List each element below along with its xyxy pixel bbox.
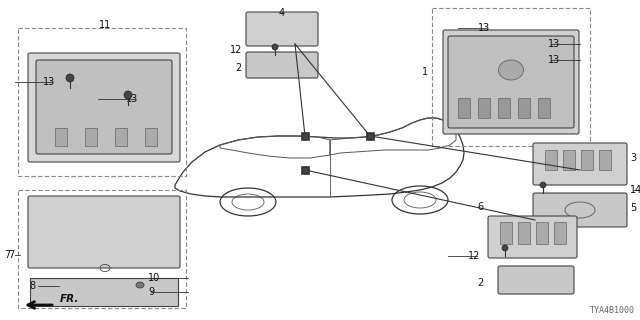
- Bar: [478, 98, 490, 118]
- Circle shape: [502, 245, 508, 251]
- Bar: [500, 222, 512, 244]
- Bar: [18, 190, 186, 308]
- Ellipse shape: [499, 60, 524, 80]
- Text: 7: 7: [8, 250, 14, 260]
- FancyBboxPatch shape: [488, 216, 577, 258]
- Bar: [85, 128, 97, 146]
- FancyBboxPatch shape: [246, 52, 318, 78]
- Bar: [563, 150, 575, 170]
- Text: 2: 2: [236, 63, 242, 73]
- Bar: [581, 150, 593, 170]
- FancyBboxPatch shape: [28, 196, 180, 268]
- Bar: [366, 132, 374, 140]
- FancyBboxPatch shape: [443, 30, 579, 134]
- Text: 5: 5: [630, 203, 636, 213]
- Bar: [599, 150, 611, 170]
- FancyBboxPatch shape: [533, 193, 627, 227]
- Bar: [301, 132, 309, 140]
- Text: 6: 6: [477, 202, 483, 212]
- FancyBboxPatch shape: [448, 36, 574, 128]
- Bar: [498, 98, 510, 118]
- Text: 9: 9: [148, 287, 154, 297]
- Text: 3: 3: [630, 153, 636, 163]
- Circle shape: [272, 44, 278, 50]
- Bar: [367, 133, 373, 139]
- Bar: [55, 128, 67, 146]
- Bar: [554, 222, 566, 244]
- Text: 14: 14: [630, 185, 640, 195]
- FancyBboxPatch shape: [246, 12, 318, 46]
- FancyBboxPatch shape: [498, 266, 574, 294]
- Circle shape: [540, 182, 546, 188]
- Text: TYA4B1000: TYA4B1000: [590, 306, 635, 315]
- Text: 2: 2: [477, 278, 483, 288]
- Text: 1: 1: [422, 67, 428, 77]
- Bar: [432, 8, 590, 146]
- FancyBboxPatch shape: [28, 53, 180, 162]
- Text: 8: 8: [29, 281, 35, 291]
- Text: 13: 13: [548, 39, 560, 49]
- Text: 12: 12: [230, 45, 242, 55]
- Text: 4: 4: [279, 8, 285, 18]
- Text: 13: 13: [548, 55, 560, 65]
- Ellipse shape: [136, 282, 144, 288]
- FancyBboxPatch shape: [36, 60, 172, 154]
- Bar: [518, 222, 530, 244]
- Text: 11: 11: [99, 20, 111, 30]
- Bar: [302, 167, 308, 173]
- Bar: [545, 150, 557, 170]
- Text: 13: 13: [43, 77, 55, 87]
- Circle shape: [66, 74, 74, 82]
- Text: 7: 7: [4, 250, 10, 260]
- FancyBboxPatch shape: [533, 143, 627, 185]
- Text: 10: 10: [148, 273, 160, 283]
- Text: FR.: FR.: [60, 294, 79, 304]
- Circle shape: [124, 91, 132, 99]
- Bar: [518, 98, 530, 118]
- Bar: [302, 133, 308, 139]
- Bar: [115, 128, 127, 146]
- Bar: [301, 166, 309, 174]
- Bar: [18, 28, 186, 176]
- Bar: [145, 128, 157, 146]
- Bar: [458, 98, 470, 118]
- Bar: [30, 278, 178, 306]
- Bar: [538, 98, 550, 118]
- Text: 12: 12: [468, 251, 480, 261]
- Text: 13: 13: [125, 94, 138, 104]
- Bar: [536, 222, 548, 244]
- Text: 13: 13: [477, 23, 490, 33]
